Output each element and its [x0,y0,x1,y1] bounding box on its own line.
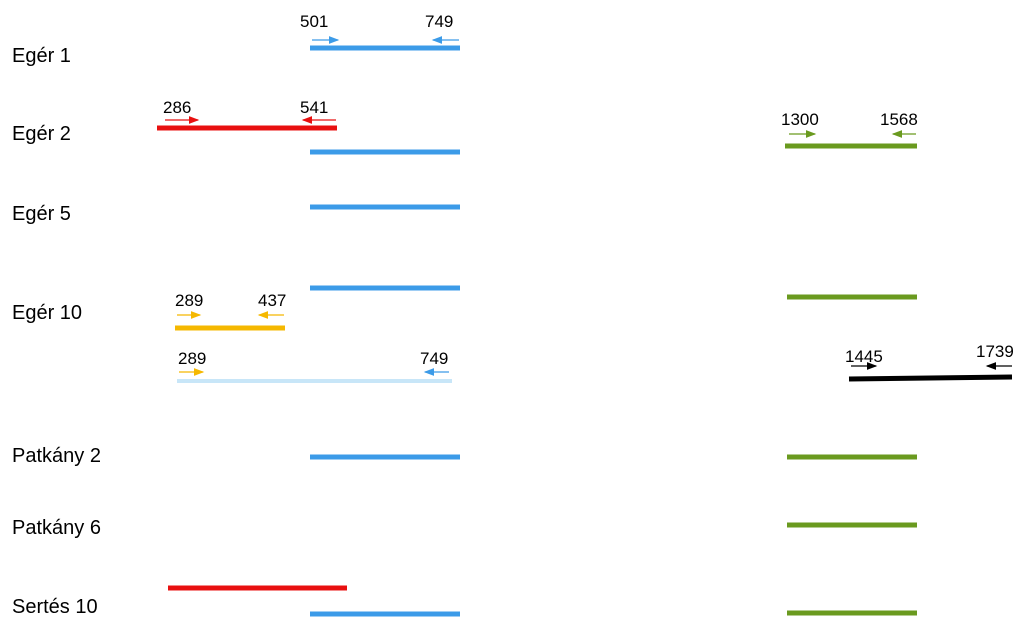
primer-position: 749 [425,12,453,31]
primer-position: 1300 [781,110,819,129]
row-labels: Egér 1 Egér 2 Egér 5 Egér 10 Patkány 2 P… [12,45,101,618]
primer-position: 541 [300,98,328,117]
primer-position: 749 [420,349,448,368]
primer-position: 286 [163,98,191,117]
row-label: Sertés 10 [12,596,98,618]
amplicon [848,374,1013,382]
amplicons [157,45,1013,617]
row-label: Egér 10 [12,302,82,324]
primer-position: 1568 [880,110,918,129]
primer-position: 1445 [845,347,883,366]
primer-position: 289 [178,349,206,368]
primer-positions: 501 749 286 541 1300 1568 289 437 289 74… [163,12,1014,368]
primer-arrows [165,36,1012,376]
primer-position: 289 [175,291,203,310]
primer-position: 437 [258,291,286,310]
row-label: Egér 1 [12,45,71,67]
row-label: Egér 5 [12,203,71,225]
row-label: Patkány 6 [12,517,101,539]
primer-position: 1739 [976,342,1014,361]
primer-position: 501 [300,12,328,31]
row-label: Patkány 2 [12,445,101,467]
row-label: Egér 2 [12,123,71,145]
